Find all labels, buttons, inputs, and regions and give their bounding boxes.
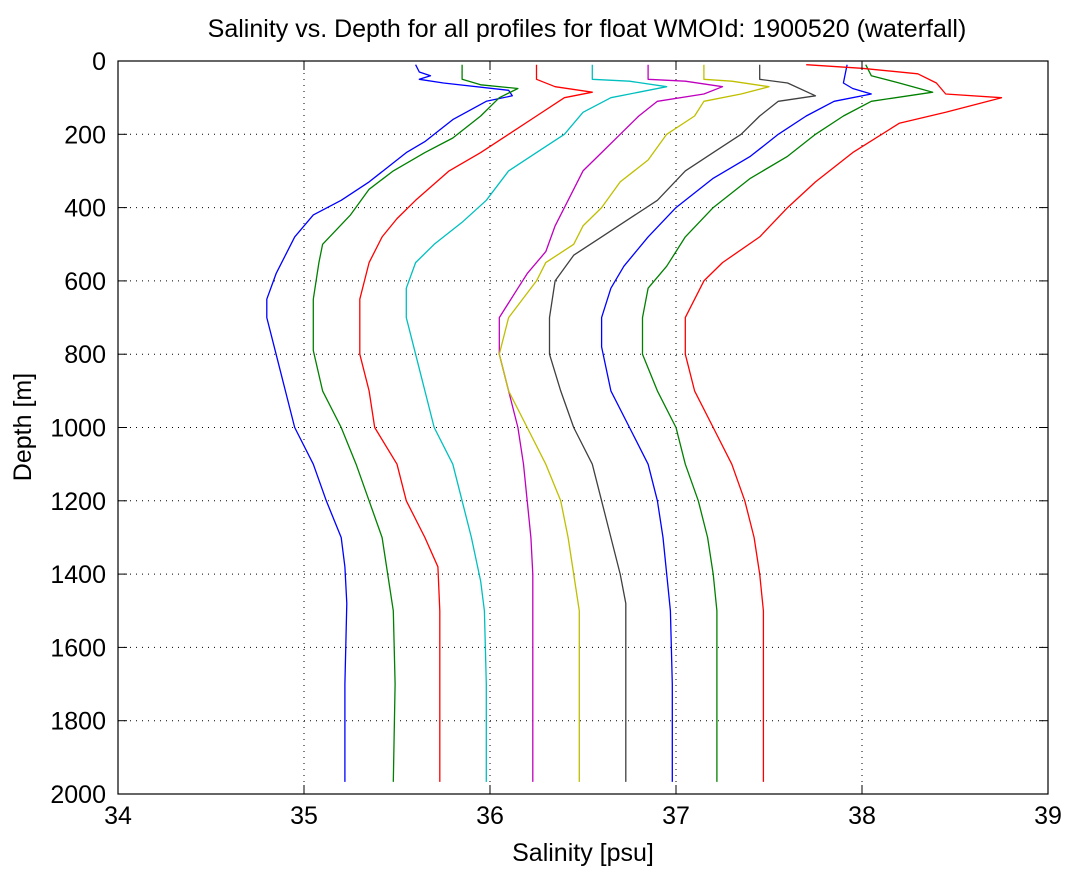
profile-line-10: [684, 64, 1003, 782]
profile-line-7: [548, 64, 817, 782]
y-tick-label: 2000: [50, 781, 106, 809]
axis-ticks: 34 35 36 37 38 39 0 200 400 600 800 1000 1200 1400 160…: [50, 48, 1062, 830]
x-axis-label: Salinity [psu]: [512, 839, 654, 867]
y-tick-label: 1600: [50, 634, 106, 662]
y-tick-label: 1800: [50, 708, 106, 736]
y-tick-label: 0: [92, 48, 106, 76]
chart-title: Salinity vs. Depth for all profiles for …: [208, 15, 967, 43]
profile-line-1: [266, 64, 513, 782]
x-tick-label: 36: [476, 802, 504, 830]
profile-line-3: [359, 64, 593, 782]
x-tick-label: 39: [1034, 802, 1062, 830]
x-tick-label: 38: [848, 802, 876, 830]
y-tick-label: 1400: [50, 561, 106, 589]
profile-line-4: [405, 64, 668, 782]
y-tick-label: 600: [64, 268, 106, 296]
y-tick-label: 1000: [50, 415, 106, 443]
x-tick-label: 34: [104, 802, 132, 830]
y-tick-label: 800: [64, 341, 106, 369]
series-group: [266, 64, 1003, 782]
y-tick-label: 400: [64, 195, 106, 223]
x-tick-label: 35: [290, 802, 318, 830]
profile-line-9: [641, 64, 934, 782]
profile-line-2: [312, 64, 519, 782]
x-tick-label: 37: [662, 802, 690, 830]
y-tick-label: 200: [64, 121, 106, 149]
y-axis-label: Depth [m]: [9, 373, 37, 481]
profile-line-5: [498, 64, 724, 782]
profile-line-6: [498, 64, 770, 782]
profile-line-8: [600, 64, 872, 782]
y-tick-label: 1200: [50, 488, 106, 516]
